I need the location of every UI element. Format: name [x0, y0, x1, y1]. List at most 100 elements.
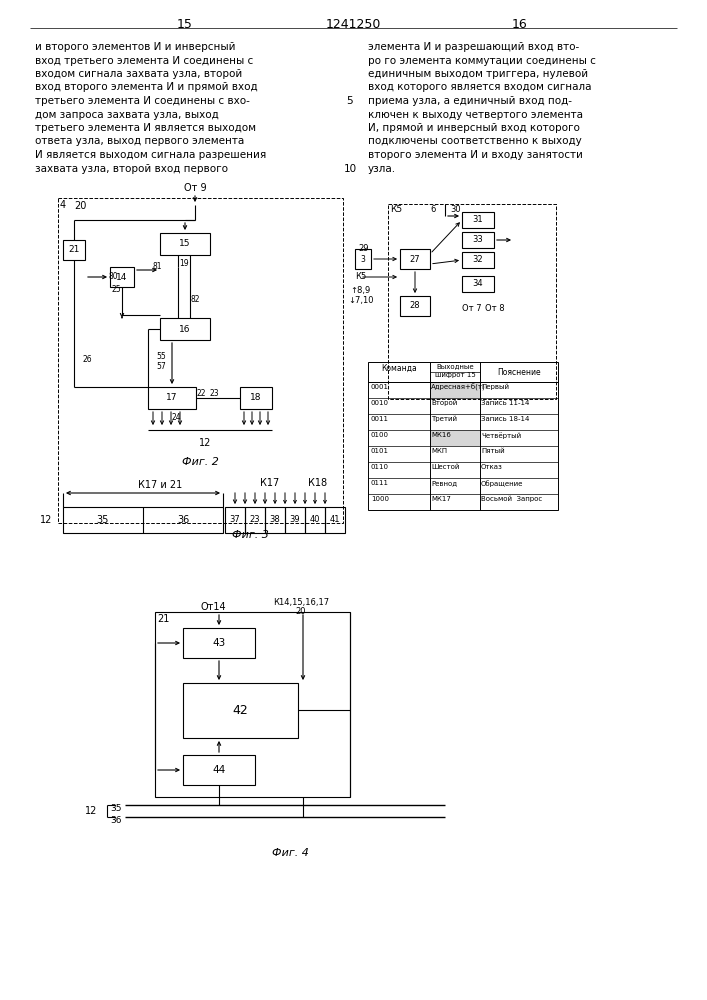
- Text: И является выходом сигнала разрешения: И является выходом сигнала разрешения: [35, 150, 267, 160]
- Text: 16: 16: [180, 324, 191, 334]
- Bar: [58, 198, 343, 523]
- Text: От 8: От 8: [485, 304, 505, 313]
- Bar: [462, 232, 494, 248]
- Bar: [355, 249, 371, 269]
- Text: От14: От14: [201, 602, 227, 612]
- Bar: [305, 507, 325, 533]
- Text: 12: 12: [40, 515, 52, 525]
- Text: 20: 20: [74, 201, 86, 211]
- Text: 1241250: 1241250: [325, 18, 380, 31]
- Text: шифрот 15: шифрот 15: [435, 372, 475, 378]
- Text: 0010: 0010: [371, 400, 389, 406]
- Bar: [285, 507, 305, 533]
- Text: 80: 80: [109, 272, 119, 281]
- Text: 23: 23: [210, 389, 220, 398]
- Text: второго элемента И и входу занятости: второго элемента И и входу занятости: [368, 150, 583, 160]
- Text: Пояснение: Пояснение: [497, 368, 541, 377]
- Text: 4: 4: [60, 200, 66, 210]
- Text: 36: 36: [177, 515, 189, 525]
- Text: третьего элемента И соединены с вхо-: третьего элемента И соединены с вхо-: [35, 96, 250, 106]
- Text: 19: 19: [179, 259, 189, 268]
- Text: подключены соответственно к выходу: подключены соответственно к выходу: [368, 136, 582, 146]
- Text: 21: 21: [157, 614, 170, 624]
- Bar: [265, 507, 285, 533]
- Text: 40: 40: [310, 516, 320, 524]
- Text: 35: 35: [110, 804, 122, 813]
- Text: 26: 26: [83, 355, 93, 364]
- Text: 35: 35: [97, 515, 109, 525]
- Text: К5: К5: [390, 205, 402, 214]
- Text: входом сигнала захвата узла, второй: входом сигнала захвата узла, второй: [35, 69, 243, 79]
- Bar: [368, 362, 558, 510]
- Text: 36: 36: [110, 816, 122, 825]
- Bar: [155, 612, 350, 797]
- Bar: [400, 249, 430, 269]
- Text: и второго элементов И и инверсный: и второго элементов И и инверсный: [35, 42, 235, 52]
- Text: 42: 42: [232, 704, 248, 716]
- Text: К17 и 21: К17 и 21: [138, 480, 182, 490]
- Text: Отказ: Отказ: [481, 464, 503, 470]
- Text: 32: 32: [473, 255, 484, 264]
- Text: 55: 55: [156, 352, 165, 361]
- Text: Запись 18-14: Запись 18-14: [481, 416, 530, 422]
- Text: вход второго элемента И и прямой вход: вход второго элемента И и прямой вход: [35, 83, 257, 93]
- Bar: [462, 276, 494, 292]
- Bar: [430, 382, 480, 398]
- Text: Запись 11-14: Запись 11-14: [481, 400, 530, 406]
- Bar: [225, 507, 245, 533]
- Text: 1000: 1000: [371, 496, 389, 502]
- Text: 6: 6: [430, 205, 436, 214]
- Text: МК17: МК17: [431, 496, 451, 502]
- Text: 12: 12: [199, 438, 211, 448]
- Text: 23: 23: [250, 516, 260, 524]
- Text: 41: 41: [329, 516, 340, 524]
- Bar: [400, 296, 430, 316]
- Text: 15: 15: [177, 18, 193, 31]
- Bar: [183, 683, 298, 738]
- Text: 28: 28: [409, 302, 421, 310]
- Bar: [148, 387, 196, 409]
- Text: вход третьего элемента И соединены с: вход третьего элемента И соединены с: [35, 55, 253, 66]
- Text: К17: К17: [260, 478, 280, 488]
- Bar: [462, 212, 494, 228]
- Text: К14,15,16,17: К14,15,16,17: [273, 598, 329, 607]
- Text: Фиг. 3: Фиг. 3: [232, 530, 269, 540]
- Bar: [240, 387, 272, 409]
- Text: элемента И и разрешающий вход вто-: элемента И и разрешающий вход вто-: [368, 42, 579, 52]
- Text: Фиг. 4: Фиг. 4: [271, 848, 308, 858]
- Text: 43: 43: [212, 638, 226, 648]
- Text: 22: 22: [197, 389, 206, 398]
- Text: захвата узла, второй вход первого: захвата узла, второй вход первого: [35, 163, 228, 174]
- Text: От 7: От 7: [462, 304, 481, 313]
- Text: 0001: 0001: [371, 384, 389, 390]
- Text: 30: 30: [450, 205, 461, 214]
- Text: ро го элемента коммутации соединены с: ро го элемента коммутации соединены с: [368, 55, 596, 66]
- Text: 0101: 0101: [371, 448, 389, 454]
- Text: ответа узла, выход первого элемента: ответа узла, выход первого элемента: [35, 136, 244, 146]
- Text: Шестой: Шестой: [431, 464, 460, 470]
- Text: 24: 24: [172, 413, 182, 422]
- Text: 21: 21: [69, 245, 80, 254]
- Text: Команда: Команда: [381, 364, 417, 373]
- Text: ↑8,9: ↑8,9: [350, 286, 370, 295]
- Text: 17: 17: [166, 393, 177, 402]
- Bar: [183, 755, 255, 785]
- Bar: [63, 240, 85, 260]
- Text: 34: 34: [473, 279, 484, 288]
- Text: приема узла, а единичный вход под-: приема узла, а единичный вход под-: [368, 96, 572, 106]
- Text: 81: 81: [153, 262, 163, 271]
- Text: 39: 39: [290, 516, 300, 524]
- Text: ↓7,10: ↓7,10: [348, 296, 373, 305]
- Text: 27: 27: [409, 254, 421, 263]
- Text: 57: 57: [156, 362, 165, 371]
- Text: Обращение: Обращение: [481, 480, 523, 487]
- Bar: [245, 507, 265, 533]
- Text: Третий: Третий: [431, 416, 457, 422]
- Bar: [462, 252, 494, 268]
- Text: Восьмой  Запрос: Восьмой Запрос: [481, 496, 542, 502]
- Text: 38: 38: [269, 516, 281, 524]
- Text: 15: 15: [180, 239, 191, 248]
- Text: Выходные: Выходные: [436, 363, 474, 369]
- Text: Ревнод: Ревнод: [431, 480, 457, 486]
- Bar: [160, 318, 210, 340]
